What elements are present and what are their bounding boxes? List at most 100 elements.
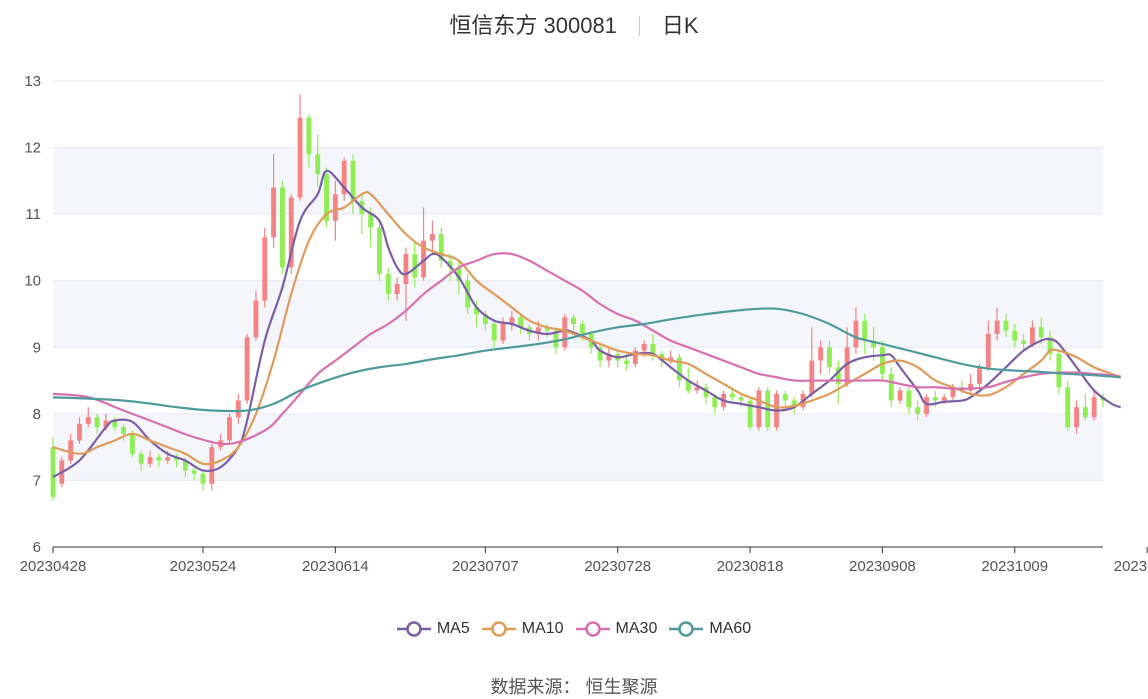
candle-body — [1012, 330, 1018, 341]
y-tick-label: 7 — [33, 472, 41, 489]
legend-item-ma60[interactable]: MA60 — [669, 620, 751, 638]
candle-body — [1047, 337, 1053, 354]
candle-body — [482, 314, 488, 324]
x-tick-label: 20230908 — [849, 558, 916, 575]
candle-body — [438, 234, 444, 261]
candle-body — [844, 347, 850, 384]
candle-body — [253, 300, 259, 338]
candle-body — [456, 267, 462, 281]
candle-body — [403, 254, 409, 285]
y-tick-label: 9 — [33, 339, 41, 356]
candle-body — [1082, 407, 1088, 418]
candle-body — [121, 427, 127, 434]
candle-body — [853, 320, 859, 348]
series-line-ma30 — [52, 252, 1121, 446]
candle-body — [94, 417, 100, 428]
title-separator — [638, 16, 640, 36]
stock-name: 恒信东方 300081 — [449, 13, 617, 38]
candle-body — [862, 320, 868, 341]
candle-body — [985, 333, 991, 368]
candle-body — [782, 393, 788, 401]
legend-item-ma5[interactable]: MA5 — [396, 620, 470, 638]
candle-body — [968, 383, 974, 391]
chart-title: 恒信东方 300081 日K — [0, 8, 1148, 40]
y-axis-ticks: 6 7 8 9 10 11 12 13 — [24, 73, 41, 556]
candle-body — [756, 390, 762, 428]
candle-body — [165, 457, 171, 461]
candle-body — [606, 353, 612, 361]
candle-body — [306, 117, 312, 155]
y-tick-label: 10 — [24, 273, 41, 290]
candle-body — [474, 307, 479, 314]
candle-body — [377, 227, 382, 275]
candle-body — [641, 343, 647, 351]
legend-label: MA10 — [521, 620, 564, 637]
x-tick-label: 20230524 — [170, 558, 237, 575]
candle-body — [994, 320, 1000, 334]
legend-marker-circle — [406, 621, 422, 637]
candle-body — [791, 400, 797, 408]
candle-body — [244, 337, 250, 401]
candle-body — [271, 187, 277, 238]
candle-body — [1074, 407, 1079, 428]
legend-marker — [396, 621, 431, 637]
candle-body — [147, 457, 153, 464]
candle-body — [1003, 320, 1009, 331]
grid-band — [53, 280, 1103, 348]
candle-body — [624, 360, 629, 364]
candle-body — [491, 323, 497, 341]
legend-label: MA30 — [615, 620, 658, 637]
candle-body — [977, 367, 982, 384]
candle-body — [385, 274, 391, 295]
candle-body — [1091, 397, 1097, 418]
candle-body — [544, 327, 550, 331]
candle-body — [209, 447, 215, 484]
legend-marker — [669, 621, 704, 637]
series-line-ma10 — [52, 190, 1122, 466]
candle-body — [129, 433, 135, 454]
candle-body — [429, 234, 435, 241]
candle-body — [500, 323, 506, 341]
candle-body — [156, 457, 162, 461]
candle-body — [227, 417, 232, 441]
candle-body — [518, 317, 524, 328]
data-source: 数据来源： 恒生聚源 — [490, 677, 658, 697]
candle-body — [597, 347, 603, 361]
candle-body — [394, 284, 400, 295]
candle-body — [579, 323, 585, 334]
candle-body — [871, 340, 877, 348]
candle-body — [315, 154, 321, 175]
candle-body — [632, 350, 638, 364]
candle-body — [835, 367, 841, 384]
candle-body — [553, 330, 559, 348]
candle-body — [1065, 387, 1071, 428]
candle-body — [729, 393, 735, 398]
candle-body — [421, 240, 427, 278]
candle-body — [650, 343, 656, 354]
candle-body — [950, 387, 956, 398]
candle-body — [412, 254, 418, 278]
candle-body — [897, 390, 903, 401]
candle-body — [1021, 340, 1027, 344]
candle-body — [50, 447, 56, 498]
candle-body — [677, 357, 682, 381]
x-tick-label: 20231009 — [981, 558, 1048, 575]
y-tick-label: 13 — [24, 73, 41, 90]
x-tick-label: 20230818 — [717, 558, 784, 575]
y-tick-label: 11 — [25, 206, 41, 223]
candle-body — [738, 397, 744, 401]
candle-body — [694, 387, 700, 391]
candle-body — [888, 373, 894, 401]
candle-body — [297, 117, 303, 198]
candle-body — [138, 453, 144, 464]
legend: MA5 MA10 MA30 MA60 — [0, 620, 1148, 642]
legend-item-ma10[interactable]: MA10 — [481, 620, 564, 638]
legend-marker-circle — [584, 621, 601, 637]
candle-body — [1029, 327, 1035, 344]
legend-label: MA60 — [709, 620, 752, 637]
candle-body — [368, 214, 374, 228]
legend-item-ma30[interactable]: MA30 — [575, 620, 658, 638]
candle-body — [324, 174, 329, 221]
x-tick-label: 20230428 — [20, 558, 87, 575]
